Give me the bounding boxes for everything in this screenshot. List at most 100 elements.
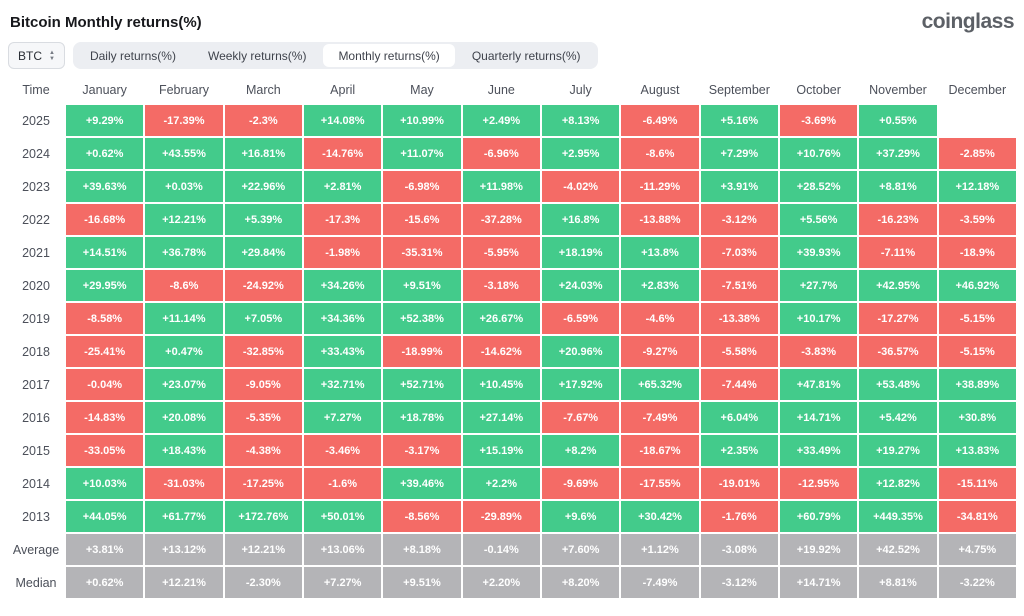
- return-cell: +0.62%: [66, 138, 144, 169]
- row-label: 2023: [22, 179, 50, 194]
- return-cell: +18.19%: [542, 237, 620, 268]
- return-cell: -7.51%: [700, 270, 778, 301]
- return-cell: +43.55%: [145, 138, 223, 169]
- return-cell: -9.69%: [542, 468, 620, 499]
- coin-selector[interactable]: BTC ▲ ▼: [8, 42, 65, 69]
- return-cell: +7.27%: [304, 567, 382, 598]
- return-cell: -17.27%: [859, 303, 937, 334]
- tab-daily-returns[interactable]: Daily returns(%): [75, 44, 191, 67]
- return-cell: -29.89%: [462, 501, 540, 532]
- return-cell: +2.35%: [700, 435, 778, 466]
- return-cell: +34.26%: [304, 270, 382, 301]
- return-cell: +449.35%: [859, 501, 937, 532]
- col-header-month: October: [796, 83, 841, 97]
- col-header-month: September: [708, 83, 770, 97]
- return-cell: +38.89%: [938, 369, 1016, 400]
- return-cell: +28.52%: [780, 171, 858, 202]
- tab-weekly-returns[interactable]: Weekly returns(%): [193, 44, 321, 67]
- return-cell: +16.81%: [224, 138, 302, 169]
- return-cell: -3.18%: [462, 270, 540, 301]
- return-cell: -3.59%: [938, 204, 1016, 235]
- return-cell: +29.84%: [224, 237, 302, 268]
- return-cell: +9.51%: [383, 567, 461, 598]
- return-cell: +8.81%: [859, 171, 937, 202]
- return-cell: +10.17%: [780, 303, 858, 334]
- return-cell: +2.2%: [462, 468, 540, 499]
- return-cell: -36.57%: [859, 336, 937, 367]
- return-cell: +11.98%: [462, 171, 540, 202]
- col-header-month: January: [82, 83, 127, 97]
- return-cell: +26.67%: [462, 303, 540, 334]
- return-cell: +13.83%: [938, 435, 1016, 466]
- return-cell: +12.82%: [859, 468, 937, 499]
- tab-monthly-returns[interactable]: Monthly returns(%): [323, 44, 455, 67]
- return-cell: +27.14%: [462, 402, 540, 433]
- return-cell: +39.46%: [383, 468, 461, 499]
- return-cell: +29.95%: [66, 270, 144, 301]
- return-cell: -14.76%: [304, 138, 382, 169]
- return-cell: +11.07%: [383, 138, 461, 169]
- return-cell: -9.05%: [224, 369, 302, 400]
- return-cell: -2.3%: [224, 105, 302, 136]
- return-cell: -7.44%: [700, 369, 778, 400]
- return-cell: +7.29%: [700, 138, 778, 169]
- row-label: 2017: [22, 377, 50, 392]
- return-cell: +18.43%: [145, 435, 223, 466]
- topbar: Bitcoin Monthly returns(%) coinglass: [8, 0, 1016, 40]
- return-cell: -17.3%: [304, 204, 382, 235]
- return-cell: +60.79%: [780, 501, 858, 532]
- return-cell: +2.95%: [542, 138, 620, 169]
- return-cell: -0.04%: [66, 369, 144, 400]
- return-cell: -0.14%: [462, 534, 540, 565]
- return-cell: +10.99%: [383, 105, 461, 136]
- row-label: 2013: [22, 509, 50, 524]
- return-cell: +24.03%: [542, 270, 620, 301]
- return-cell: +36.78%: [145, 237, 223, 268]
- return-cell: +52.38%: [383, 303, 461, 334]
- return-cell: +39.63%: [66, 171, 144, 202]
- return-cell: -3.46%: [304, 435, 382, 466]
- page-title: Bitcoin Monthly returns(%): [10, 13, 202, 31]
- coin-selector-label: BTC: [18, 48, 42, 63]
- return-cell: +14.71%: [780, 567, 858, 598]
- return-cell: [939, 105, 1016, 136]
- return-cell: +13.8%: [621, 237, 699, 268]
- return-cell: -7.49%: [621, 567, 699, 598]
- return-cell: +22.96%: [224, 171, 302, 202]
- return-cell: -5.58%: [700, 336, 778, 367]
- return-cell: -2.85%: [938, 138, 1016, 169]
- row-label: 2022: [22, 212, 50, 227]
- return-cell: -7.49%: [621, 402, 699, 433]
- return-cell: +7.05%: [224, 303, 302, 334]
- return-cell: -15.11%: [938, 468, 1016, 499]
- return-cell: +39.93%: [780, 237, 858, 268]
- return-cell: -19.01%: [700, 468, 778, 499]
- return-cell: +65.32%: [621, 369, 699, 400]
- return-cell: -18.9%: [938, 237, 1016, 268]
- return-cell: -1.98%: [304, 237, 382, 268]
- return-cell: +11.14%: [145, 303, 223, 334]
- return-cell: +9.51%: [383, 270, 461, 301]
- return-cell: -6.49%: [621, 105, 699, 136]
- col-header-time: Time: [22, 83, 50, 97]
- row-label: 2018: [22, 344, 50, 359]
- return-cell: -25.41%: [66, 336, 144, 367]
- return-cell: -5.15%: [938, 336, 1016, 367]
- return-cell: +13.12%: [145, 534, 223, 565]
- return-cell: +0.47%: [145, 336, 223, 367]
- return-cell: +6.04%: [700, 402, 778, 433]
- return-cell: +4.75%: [938, 534, 1016, 565]
- return-cell: +15.19%: [462, 435, 540, 466]
- return-cell: +12.18%: [938, 171, 1016, 202]
- return-cell: +42.95%: [859, 270, 937, 301]
- return-cell: +3.91%: [700, 171, 778, 202]
- return-cell: +34.36%: [304, 303, 382, 334]
- return-cell: -3.12%: [700, 567, 778, 598]
- return-cell: -17.39%: [145, 105, 223, 136]
- return-cell: -32.85%: [224, 336, 302, 367]
- return-cell: -13.88%: [621, 204, 699, 235]
- col-header-month: August: [640, 83, 680, 97]
- tab-quarterly-returns[interactable]: Quarterly returns(%): [457, 44, 596, 67]
- row-label: 2019: [22, 311, 50, 326]
- return-cell: -15.6%: [383, 204, 461, 235]
